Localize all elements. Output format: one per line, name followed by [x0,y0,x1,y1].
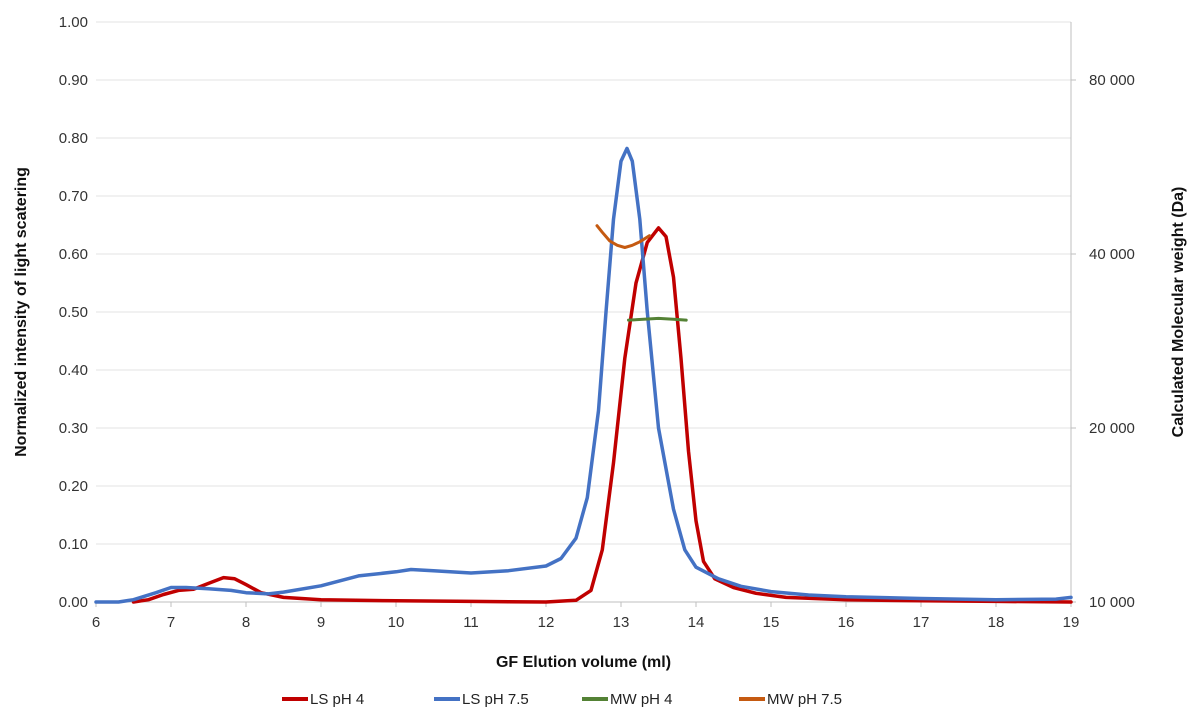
x-tick-label: 11 [463,614,479,631]
legend-label-3: MW pH 4 [610,691,673,708]
y-tick-label: 0.10 [59,536,88,553]
y2-tick-label: 40 000 [1089,246,1135,263]
x-tick-label: 10 [388,614,405,631]
y-tick-label: 0.60 [59,246,88,263]
x-tick-label: 18 [988,614,1005,631]
x-tick-label: 9 [317,614,325,631]
x-tick-label: 6 [92,614,100,631]
legend-label-1: LS pH 4 [310,691,364,708]
y-tick-label: 0.20 [59,478,88,495]
x-axis-title: GF Elution volume (ml) [496,654,671,671]
y2-tick-label: 20 000 [1089,420,1135,437]
y-tick-label: 1.00 [59,14,88,31]
x-tick-label: 8 [242,614,250,631]
y-tick-label: 0.80 [59,130,88,147]
y-tick-label: 0.70 [59,188,88,205]
x-tick-label: 17 [913,614,930,631]
x-tick-label: 13 [613,614,630,631]
legend-label-2: LS pH 7.5 [462,691,529,708]
series-lines [94,146,1073,604]
legend: LS pH 4 LS pH 7.5 MW pH 4 MW pH 7.5 [282,691,842,708]
tick-labels: 0.00 0.10 0.20 0.30 0.40 0.50 0.60 0.70 0.80 0.90… [59,14,1135,631]
y2-tick-label: 10 000 [1089,594,1135,611]
series-line-1 [131,226,1073,604]
y-tick-label: 0.00 [59,594,88,611]
x-tick-label: 15 [763,614,780,631]
y2-tick-label: 80 000 [1089,72,1135,89]
series-line-3 [627,316,688,322]
y-tick-label: 0.90 [59,72,88,89]
x-tick-label: 12 [538,614,555,631]
y-tick-label: 0.30 [59,420,88,437]
x-tick-label: 16 [838,614,855,631]
y-tick-label: 0.50 [59,304,88,321]
x-tick-label: 19 [1063,614,1080,631]
y-axis-title: Normalized intensity of light scatering [13,167,30,457]
axes [95,22,1076,607]
gridlines [96,21,1071,545]
series-line-2 [94,146,1073,604]
series-line-4 [595,224,651,249]
x-tick-label: 7 [167,614,175,631]
y2-axis-title: Calculated Molecular weight (Da) [1170,187,1187,438]
legend-label-4: MW pH 7.5 [767,691,842,708]
x-tick-label: 14 [688,614,705,631]
y-tick-label: 0.40 [59,362,88,379]
